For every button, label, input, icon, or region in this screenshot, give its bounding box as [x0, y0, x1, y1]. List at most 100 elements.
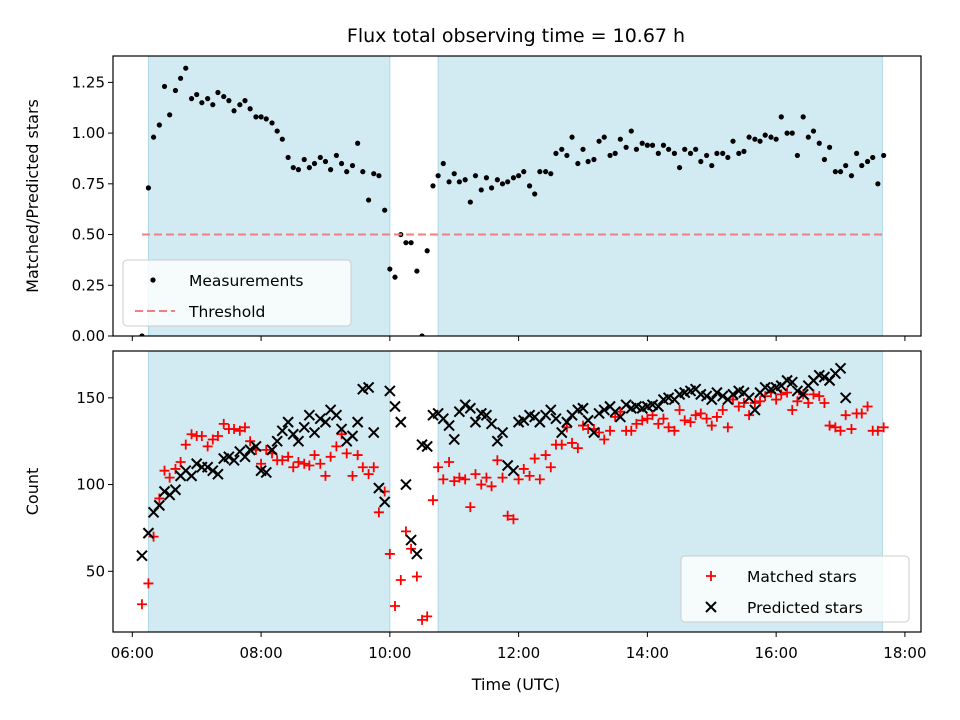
- ratio-measurements-point-16: [221, 93, 227, 100]
- count-predicted-stars-point-115: [749, 404, 761, 416]
- count-matched-stars-point-95: [642, 413, 653, 424]
- count-matched-stars-point-9: [180, 439, 191, 450]
- count-matched-stars-point-82: [572, 443, 583, 454]
- count-matched-stars-point-70: [508, 514, 519, 525]
- count-matched-stars-point-112: [733, 401, 744, 412]
- ratio-measurements-point-3: [150, 134, 157, 140]
- x-axis-label: Time (UTC): [471, 675, 560, 694]
- ratio-measurements-point-21: [247, 106, 253, 112]
- count-predicted-stars-point-106: [700, 390, 713, 402]
- ratio-y-tick-label-6: 1.25: [72, 73, 105, 91]
- count-predicted-stars-point-11: [190, 458, 203, 470]
- ratio-measurements-point-93: [633, 146, 640, 152]
- ratio-measurements-point-24: [263, 116, 269, 122]
- count-matched-stars-point-113: [738, 398, 749, 409]
- ratio-measurements-point-103: [687, 150, 694, 156]
- count-matched-stars-point-1: [136, 599, 147, 610]
- count-matched-stars-point-110: [722, 422, 733, 433]
- count-matched-stars-point-44: [368, 462, 379, 473]
- count-matched-stars-point-37: [331, 441, 342, 452]
- count-matched-stars-point-114: [744, 410, 755, 421]
- ratio-measurements-point-54: [424, 248, 430, 254]
- count-predicted-stars-point-37: [330, 409, 343, 421]
- count-matched-stars-point-80: [561, 422, 572, 433]
- count-predicted-stars-point-25: [266, 444, 278, 456]
- count-matched-stars-point-122: [787, 404, 798, 415]
- ratio-measurements-point-44: [371, 171, 377, 177]
- count-predicted-stars-point-109: [716, 390, 729, 402]
- ratio-measurements-point-48: [392, 274, 398, 280]
- ratio-measurements-point-128: [821, 156, 828, 163]
- ratio-measurements-point-91: [623, 144, 629, 150]
- ratio-measurements-point-125: [805, 134, 811, 140]
- count-matched-stars-point-89: [610, 411, 621, 422]
- ratio-measurements-point-77: [548, 171, 554, 177]
- count-matched-stars-point-107: [706, 420, 717, 431]
- count-predicted-stars-point-65: [480, 409, 493, 421]
- count-predicted-stars-point-30: [292, 435, 305, 447]
- ratio-measurements-point-7: [172, 87, 179, 94]
- count-matched-stars-point-94: [637, 415, 648, 426]
- ratio-measurements-point-99: [666, 146, 672, 152]
- count-matched-stars-point-61: [460, 474, 471, 485]
- count-matched-stars-point-27: [277, 455, 288, 466]
- count-matched-stars-point-105: [695, 408, 706, 419]
- count-matched-stars-point-48: [389, 600, 400, 611]
- ratio-measurements-point-104: [693, 146, 699, 152]
- count-predicted-stars-point-33: [308, 426, 321, 439]
- count-matched-stars-point-4: [154, 493, 165, 504]
- count-matched-stars-point-53: [417, 614, 428, 625]
- ratio-measurements-point-97: [655, 150, 661, 156]
- count-predicted-stars-point-84: [582, 414, 594, 427]
- ratio-y-tick-label-3: 0.50: [72, 226, 105, 244]
- ratio-measurements-point-52: [414, 268, 420, 274]
- count-predicted-stars-point-17: [223, 451, 235, 463]
- ratio-measurements-point-56: [435, 173, 441, 179]
- ratio-measurements-point-123: [794, 152, 800, 159]
- count-predicted-stars-point-86: [593, 407, 605, 420]
- count-matched-stars-point-51: [406, 543, 417, 554]
- ratio-measurements-point-6: [167, 112, 173, 118]
- count-predicted-stars-point-13: [201, 461, 214, 473]
- ratio-measurements-point-22: [253, 114, 259, 120]
- ratio-measurements-point-23: [258, 114, 264, 120]
- ratio-measurements-point-28: [285, 154, 291, 161]
- ratio-measurements-point-119: [773, 136, 779, 142]
- count-matched-stars-point-71: [513, 474, 524, 485]
- ratio-axes-frame: [112, 55, 922, 337]
- count-predicted-stars-point-132: [839, 392, 852, 404]
- count-matched-stars-point-45: [373, 507, 384, 518]
- count-predicted-stars-point-47: [384, 385, 396, 397]
- count-predicted-stars-point-124: [797, 388, 809, 401]
- count-matched-stars-point-86: [594, 427, 605, 438]
- ratio-measurements-point-31: [301, 156, 307, 163]
- ratio-measurements-point-45: [376, 173, 382, 179]
- ratio-measurements-point-78: [553, 150, 559, 156]
- count-matched-stars-point-24: [261, 444, 272, 455]
- star-count-panel: 50 100 150 06:00 08:00 10:00 12:00 14:00 16:00 18…: [23, 350, 927, 662]
- count-matched-stars-point-2: [143, 578, 154, 589]
- count-matched-stars-point-108: [711, 411, 722, 422]
- count-matched-stars-point-106: [701, 413, 712, 424]
- count-predicted-stars-point-15: [212, 468, 224, 480]
- count-predicted-stars-point-29: [287, 428, 299, 440]
- count-legend-label-2: Predicted stars: [747, 599, 863, 617]
- count-predicted-stars-point-58: [443, 419, 455, 432]
- ratio-measurements-point-69: [505, 179, 511, 185]
- count-matched-stars-point-38: [336, 429, 347, 440]
- ratio-measurements-point-139: [881, 152, 887, 159]
- count-predicted-stars-point-45: [373, 482, 385, 494]
- count-predicted-stars-point-18: [228, 454, 240, 466]
- count-matched-stars-point-49: [395, 574, 406, 585]
- ratio-measurements-point-130: [832, 169, 838, 175]
- count-matched-stars-point-111: [728, 394, 739, 405]
- ratio-measurements-point-81: [569, 134, 575, 140]
- count-matched-stars-point-77: [545, 462, 556, 473]
- count-predicted-stars-point-87: [598, 404, 610, 416]
- ratio-measurements-point-66: [488, 185, 495, 191]
- count-matched-stars-point-139: [878, 422, 889, 433]
- count-predicted-stars-point-80: [561, 416, 573, 428]
- count-matched-stars-point-57: [438, 474, 449, 485]
- ratio-measurements-point-14: [210, 102, 216, 108]
